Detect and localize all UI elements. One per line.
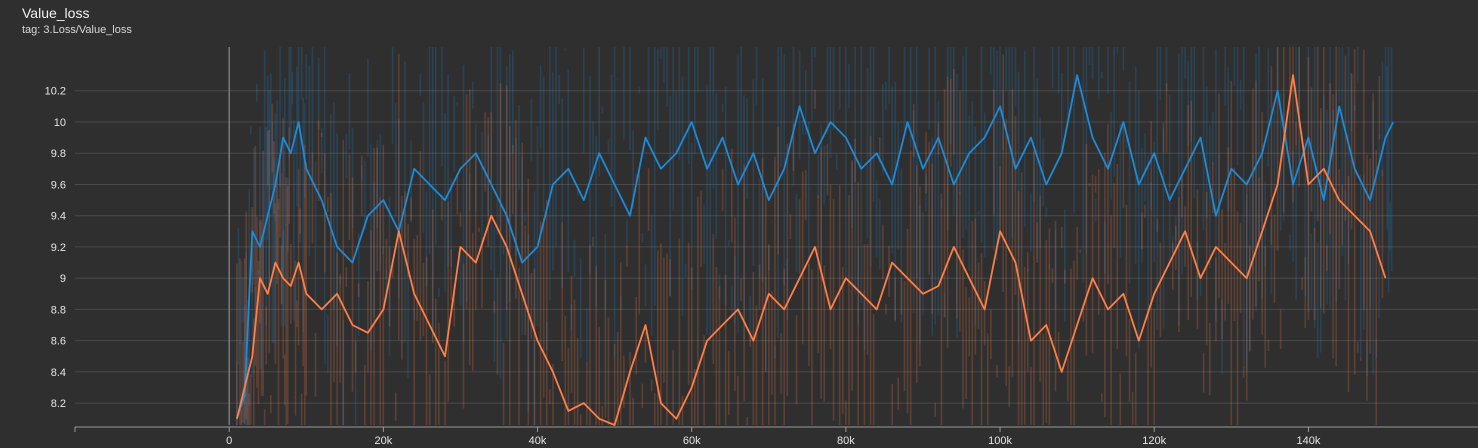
x-tick-label: 120k [1142,435,1166,447]
y-tick-label: 8.2 [51,398,66,410]
y-tick-label: 8.8 [51,304,66,316]
x-tick-label: 100k [988,435,1012,447]
raw-series-layer [236,47,1393,425]
x-tick-label: 20k [374,435,392,447]
chart-title: Value_loss [22,5,90,21]
y-tick-label: 9.2 [51,242,66,254]
y-tick-label: 8.6 [51,336,66,348]
smoothed-series-layer [236,74,1395,426]
x-tick-label: 140k [1296,435,1320,447]
grid-layer [75,47,1478,425]
series-line-orange[interactable] [236,74,1387,426]
y-tick-label: 9.6 [51,179,66,191]
x-tick-label: 60k [683,435,701,447]
y-tick-label: 9 [60,273,66,285]
y-tick-label: 8.4 [51,367,66,379]
x-tick-label: 0 [226,435,232,447]
y-tick-label: 9.8 [51,148,66,160]
y-tick-label: 10 [54,117,66,129]
x-tick-label: 40k [529,435,547,447]
y-tick-label: 9.4 [51,211,66,223]
series-line-blue[interactable] [236,74,1395,420]
chart-tag-subtitle: tag: 3.Loss/Value_loss [22,24,132,36]
x-tick-label: 80k [837,435,855,447]
y-tick-label: 10.2 [45,86,66,98]
axis-layer: 8.2 8.4 8.6 8.8 9 9.2 9.4 9.6 9.8 10 10.2 0 20k 40k 60… [45,86,1478,447]
